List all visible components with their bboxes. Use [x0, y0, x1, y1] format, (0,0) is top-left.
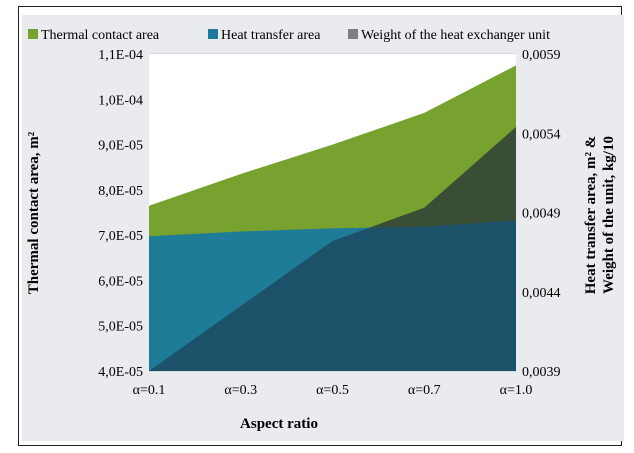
area-weight-overlay — [149, 126, 516, 371]
x-tick-label: α=0.7 — [408, 383, 441, 398]
y-tick-label: 8,0E-05 — [98, 184, 143, 199]
y2-tick-label: 0,0044 — [522, 286, 561, 301]
y-tick-label: 1,0E-04 — [98, 93, 143, 108]
x-tick-label: α=0.5 — [316, 383, 349, 398]
y-tick-label: 6,0E-05 — [98, 274, 143, 289]
legend-swatch — [208, 29, 218, 39]
x-tick-label: α=1.0 — [500, 383, 533, 398]
y-axis-right-label-line1: Heat transfer area, m² & — [583, 136, 599, 294]
y2-tick-label: 0,0059 — [522, 48, 561, 63]
y-axis-right-ticks: 0,0039 0,0044 0,0049 0,0054 0,0059 — [522, 48, 561, 380]
y-tick-label: 1,1E-04 — [98, 48, 143, 63]
y-tick-label: 7,0E-05 — [98, 229, 143, 244]
x-axis-label: Aspect ratio — [240, 416, 318, 432]
legend-swatch — [28, 29, 38, 39]
y-tick-label: 9,0E-05 — [98, 139, 143, 154]
legend: Thermal contact area Heat transfer area We… — [28, 28, 550, 43]
y-tick-label: 4,0E-05 — [98, 365, 143, 380]
legend-swatch — [348, 29, 358, 39]
legend-label: Weight of the heat exchanger unit — [361, 28, 550, 43]
y2-tick-label: 0,0039 — [522, 365, 561, 380]
y2-tick-label: 0,0049 — [522, 207, 561, 222]
x-axis-ticks: α=0.1 α=0.3 α=0.5 α=0.7 α=1.0 — [133, 383, 533, 398]
x-tick-label: α=0.1 — [133, 383, 166, 398]
y2-tick-label: 0,0054 — [522, 127, 561, 142]
chart-area: Thermal contact area Heat transfer area We… — [22, 15, 624, 441]
legend-label: Thermal contact area — [41, 28, 160, 43]
x-tick-label: α=0.3 — [224, 383, 257, 398]
y-tick-label: 5,0E-05 — [98, 320, 143, 335]
y-axis-left-label: Thermal contact area, m² — [26, 131, 42, 294]
y-axis-left-ticks: 4,0E-05 5,0E-05 6,0E-05 7,0E-05 8,0E-05 9,0E-… — [98, 48, 143, 380]
area-chart: Thermal contact area Heat transfer area We… — [26, 28, 617, 432]
y-axis-right-label-line2: Weight of the unit, kg/10 — [601, 136, 617, 294]
plot-areas — [149, 54, 516, 372]
legend-label: Heat transfer area — [221, 28, 321, 43]
y-axis-right-label: Heat transfer area, m² & Weight of the u… — [583, 136, 617, 294]
